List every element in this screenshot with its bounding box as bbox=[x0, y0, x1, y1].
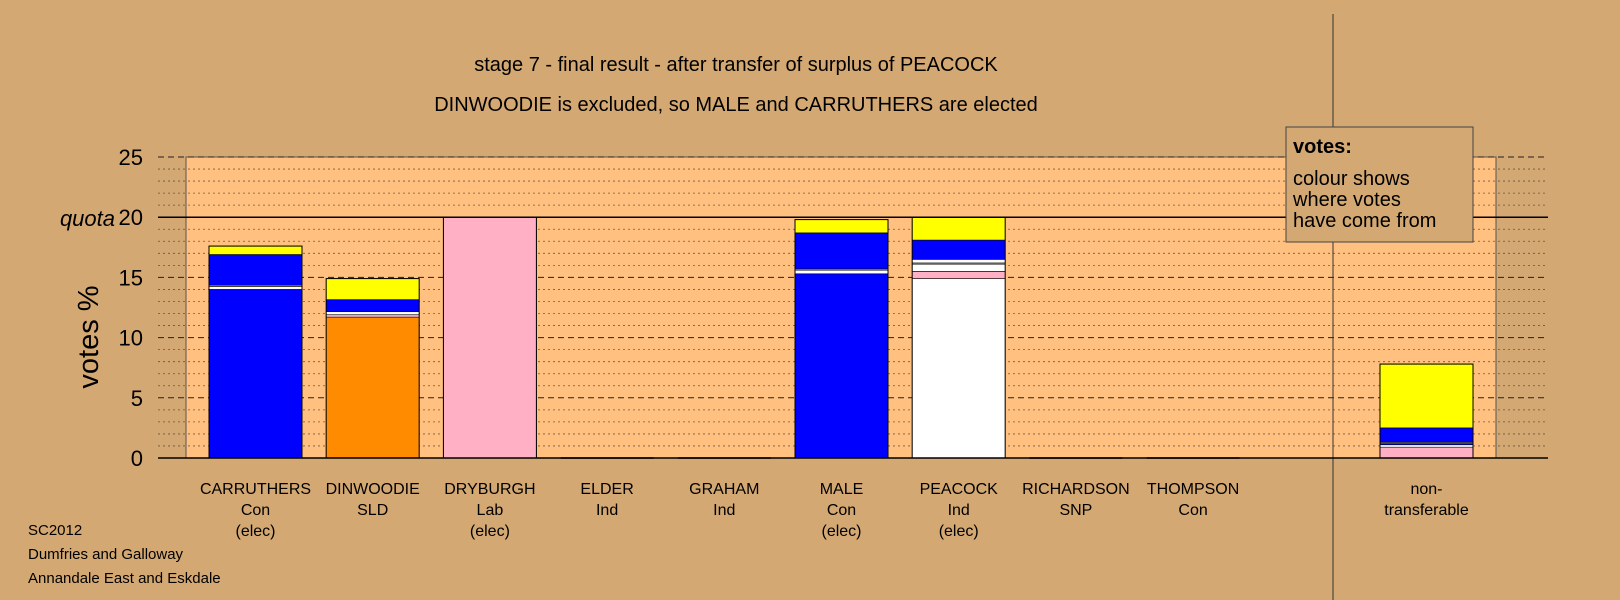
bar-segment bbox=[794, 219, 889, 234]
quota-label: quota bbox=[60, 206, 115, 231]
y-tick-label: 0 bbox=[131, 446, 143, 471]
bar-male bbox=[794, 219, 889, 459]
legend-line-2: where votes bbox=[1292, 189, 1401, 211]
x-tick-label: (elec) bbox=[235, 523, 275, 540]
y-tick-label: 5 bbox=[131, 386, 143, 411]
footer-line-3: Annandale East and Eskdale bbox=[28, 570, 221, 587]
bar-segment bbox=[911, 263, 1006, 272]
x-tick-label: Lab bbox=[477, 502, 504, 519]
legend-line-3: have come from bbox=[1293, 210, 1436, 232]
bar-segment bbox=[325, 299, 420, 313]
bar-segment bbox=[911, 216, 1006, 241]
x-tick-label: RICHARDSON bbox=[1022, 481, 1130, 498]
x-tick-label: ELDER bbox=[580, 481, 633, 498]
x-tick-label: (elec) bbox=[939, 523, 979, 540]
bar-non-transferable bbox=[1379, 363, 1474, 459]
legend-heading: votes: bbox=[1293, 136, 1352, 158]
legend-line-1: colour shows bbox=[1293, 168, 1410, 190]
bar-segment bbox=[911, 239, 1006, 260]
bar-segment bbox=[1379, 446, 1474, 459]
bar-segment bbox=[325, 311, 420, 316]
x-tick-label: Con bbox=[1178, 502, 1207, 519]
footer-line-2: Dumfries and Galloway bbox=[28, 546, 184, 563]
bar-segment bbox=[794, 232, 889, 270]
bar-peacock bbox=[911, 216, 1006, 459]
y-tick-label: 15 bbox=[119, 265, 143, 290]
x-tick-label: Ind bbox=[713, 502, 735, 519]
x-tick-label: SLD bbox=[357, 502, 388, 519]
bar-segment bbox=[911, 259, 1006, 264]
x-tick-label: Ind bbox=[948, 502, 970, 519]
x-tick-label: (elec) bbox=[821, 523, 861, 540]
axes: 0 5 10 15 20 25 CARRUTHERS Con (elec) DINWOODIE SL… bbox=[119, 14, 1548, 600]
y-tick-label: 20 bbox=[119, 205, 143, 230]
x-tick-label: non- bbox=[1410, 481, 1442, 498]
x-tick-label: Con bbox=[241, 502, 270, 519]
y-tick-label: 10 bbox=[119, 326, 143, 351]
x-tick-label: DINWOODIE bbox=[326, 481, 420, 498]
chart-subtitle: DINWOODIE is excluded, so MALE and CARRU… bbox=[434, 94, 1038, 116]
x-tick-label: PEACOCK bbox=[920, 481, 999, 498]
bar-segment bbox=[208, 289, 303, 459]
bar-segment bbox=[325, 278, 420, 300]
y-tick-label: 25 bbox=[119, 145, 143, 170]
x-tick-label: Con bbox=[827, 502, 856, 519]
bar-segment bbox=[208, 286, 303, 290]
bar-carruthers bbox=[208, 245, 303, 459]
bar-segment bbox=[794, 273, 889, 459]
x-tick-label: GRAHAM bbox=[689, 481, 759, 498]
x-tick-label: SNP bbox=[1059, 502, 1092, 519]
bar-dryburgh bbox=[442, 216, 537, 459]
bar-segment bbox=[325, 316, 420, 459]
bar-segment bbox=[443, 216, 537, 459]
x-tick-label: MALE bbox=[820, 481, 864, 498]
x-tick-label: CARRUTHERS bbox=[200, 481, 311, 498]
chart-title: stage 7 - final result - after transfer … bbox=[474, 54, 998, 76]
bar-segment bbox=[911, 271, 1006, 279]
y-axis-label: votes % bbox=[73, 285, 105, 388]
x-tick-label: DRYBURGH bbox=[444, 481, 535, 498]
bar-segment bbox=[1379, 444, 1474, 448]
x-tick-label: (elec) bbox=[470, 523, 510, 540]
x-tick-label: transferable bbox=[1384, 502, 1469, 519]
bar-segment bbox=[208, 254, 303, 286]
x-tick-label: Ind bbox=[596, 502, 618, 519]
legend-box: votes: colour shows where votes have com… bbox=[1285, 126, 1474, 243]
bar-dinwoodie bbox=[325, 278, 420, 459]
bar-segment bbox=[325, 314, 420, 318]
bar-segment bbox=[794, 269, 889, 275]
x-tick-label: THOMPSON bbox=[1147, 481, 1239, 498]
footer-line-1: SC2012 bbox=[28, 522, 83, 539]
bar-segment bbox=[1379, 363, 1474, 429]
bar-segment bbox=[208, 245, 303, 255]
bars bbox=[208, 216, 1474, 459]
bar-segment bbox=[1379, 427, 1474, 443]
bar-segment bbox=[911, 278, 1006, 459]
